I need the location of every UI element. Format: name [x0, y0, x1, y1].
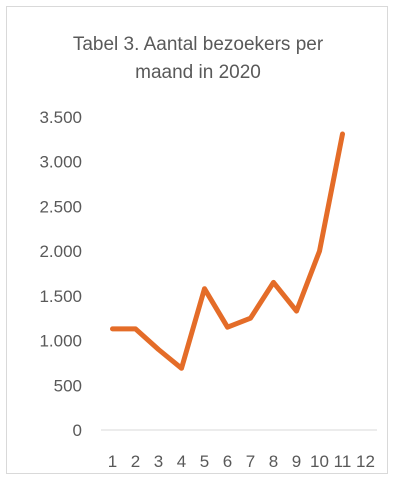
y-tick-label: 3.000 — [39, 153, 82, 172]
series-layer — [110, 131, 345, 371]
chart-title-text: Tabel 3. Aantal bezoekers per maand in 2… — [72, 34, 324, 83]
y-tick-label: 1.000 — [39, 332, 82, 351]
x-tick-label: 12 — [356, 452, 375, 471]
x-axis-tick-labels: 1 2 3 4 5 6 7 8 9 10 11 12 — [108, 452, 375, 471]
x-tick-label: 10 — [310, 452, 329, 471]
x-tick-label: 11 — [334, 452, 352, 471]
x-tick-label: 9 — [292, 452, 301, 471]
y-axis-tick-labels: 0 500 1.000 1.500 2.000 2.500 3.000 3.500 — [39, 108, 82, 440]
y-tick-label: 0 — [73, 421, 82, 440]
x-tick-label: 8 — [269, 452, 278, 471]
y-tick-label: 1.500 — [39, 287, 82, 306]
x-tick-label: 7 — [246, 452, 255, 471]
x-tick-label: 3 — [154, 452, 163, 471]
x-tick-label: 2 — [131, 452, 140, 471]
x-tick-label: 5 — [200, 452, 209, 471]
x-tick-label: 6 — [223, 452, 232, 471]
y-tick-label: 2.500 — [39, 197, 82, 216]
y-tick-label: 2.000 — [39, 242, 82, 261]
y-tick-label: 500 — [54, 376, 82, 395]
series-line — [110, 131, 345, 371]
chart-title: Tabel 3. Aantal bezoekers per maand in 2… — [0, 31, 396, 87]
x-tick-label: 4 — [177, 452, 186, 471]
x-tick-label: 1 — [108, 452, 117, 471]
chart-frame — [6, 6, 388, 474]
y-tick-label: 3.500 — [39, 108, 82, 127]
